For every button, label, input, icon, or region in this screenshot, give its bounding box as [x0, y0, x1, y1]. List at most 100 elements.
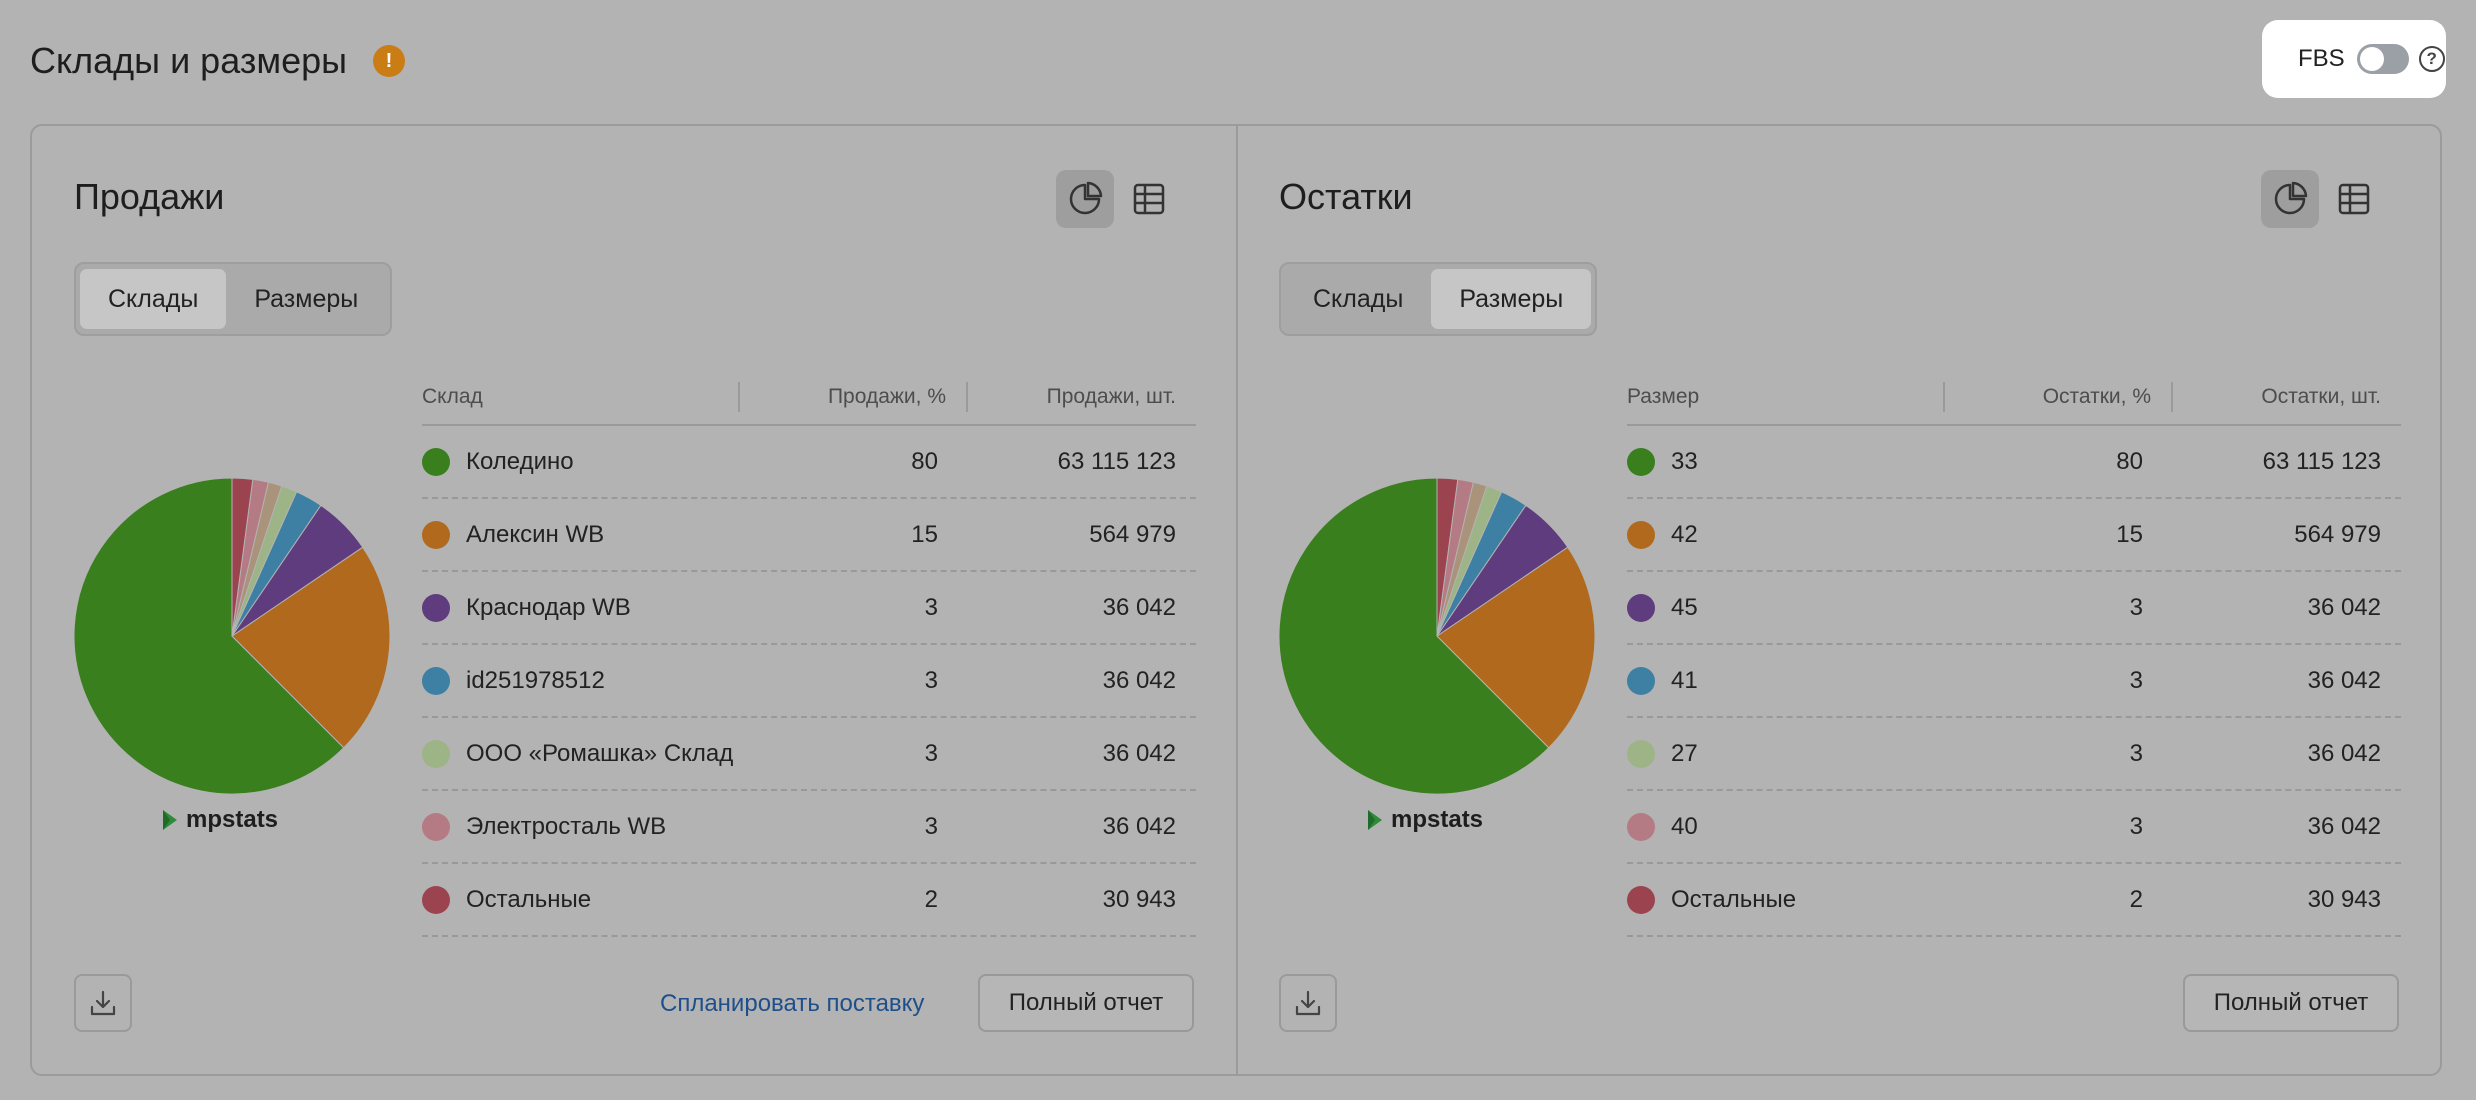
warehouses-sizes-card: Продажи Склады Размеры mp [30, 124, 2442, 1076]
table-row[interactable]: ООО «Ромашка» Склад 3 36 042 [422, 718, 1196, 791]
row-quantity: 564 979 [1089, 520, 1176, 548]
legend-dot [1627, 885, 1655, 914]
pie-slice-orange[interactable] [231, 546, 390, 749]
row-name-cell: 41 [1627, 666, 1945, 695]
row-name: Алексин WB [466, 520, 605, 548]
pie-chart-icon [1069, 181, 1103, 215]
help-icon[interactable]: ? [2418, 46, 2445, 72]
sales-tab-warehouses[interactable]: Склады [80, 269, 227, 329]
pie-slice-red[interactable] [1436, 478, 1459, 637]
sales-segment-control: Склады Размеры [74, 262, 393, 336]
table-header: Размер Остатки, % Остатки, шт. [1627, 370, 2401, 426]
legend-dot [1627, 812, 1655, 841]
plan-supply-link[interactable]: Спланировать поставку [660, 990, 925, 1017]
column-header[interactable]: Продажи, % [740, 382, 968, 412]
full-report-button[interactable]: Полный отчет [978, 974, 1194, 1032]
row-name-cell: 40 [1627, 812, 1945, 841]
sales-panel: Продажи Склады Размеры mp [32, 126, 1236, 1074]
table-row[interactable]: 27 3 36 042 [1627, 718, 2401, 791]
row-quantity: 30 943 [2307, 885, 2381, 913]
table-row[interactable]: Алексин WB 15 564 979 [422, 499, 1196, 572]
legend-dot [1627, 739, 1655, 768]
fbs-toggle[interactable] [2356, 44, 2409, 74]
download-button[interactable] [74, 974, 132, 1032]
stock-table: Размер Остатки, % Остатки, шт. 3 3 80 63 11… [1627, 370, 2401, 937]
stock-tab-sizes[interactable]: Размеры [1431, 269, 1592, 329]
row-name-cell: 45 [1627, 593, 1945, 622]
full-report-button[interactable]: Полный отчет [2183, 974, 2399, 1032]
column-header[interactable]: Остатки, шт. [2261, 385, 2381, 408]
table-row[interactable]: id251978512 3 36 042 [422, 645, 1196, 718]
pie-view-button[interactable] [1056, 170, 1114, 228]
legend-dot [1627, 666, 1655, 695]
row-percent: 3 [2129, 739, 2143, 767]
legend-dot [422, 666, 450, 695]
download-button[interactable] [1279, 974, 1337, 1032]
table-header: Склад Продажи, % Продажи, шт. [422, 370, 1196, 426]
fbs-toggle-box: FBS ? [2262, 20, 2446, 98]
row-percent: 3 [2129, 812, 2143, 840]
row-quantity: 36 042 [1102, 812, 1176, 840]
row-name: 45 [1671, 593, 1698, 621]
page-title-text: Склады и размеры [30, 40, 347, 81]
table-row[interactable]: 40 3 36 042 [1627, 791, 2401, 864]
table-row[interactable]: Краснодар WB 3 36 042 [422, 572, 1196, 645]
row-name-cell: Электросталь WB [422, 812, 740, 841]
row-percent: 3 [924, 812, 938, 840]
download-icon [1295, 990, 1321, 1016]
legend-dot [422, 593, 450, 622]
mpstats-logo: mpstats [1365, 806, 1483, 834]
pie-view-button[interactable] [2261, 170, 2319, 228]
table-row[interactable]: Коледино 80 63 115 123 [422, 426, 1196, 499]
row-name: Остальные [466, 885, 592, 913]
table-row[interactable]: 33 80 63 115 123 [1627, 426, 2401, 499]
row-name-cell: Коледино [422, 447, 740, 476]
row-quantity: 63 115 123 [2262, 447, 2381, 475]
sales-tab-sizes[interactable]: Размеры [254, 284, 359, 313]
table-view-button[interactable] [2325, 170, 2383, 228]
sales-rows: Коледино 80 63 115 123 Алексин WB 15 564 979 К… [422, 426, 1196, 937]
table-row[interactable]: 42 15 564 979 [1627, 499, 2401, 572]
row-percent: 3 [924, 739, 938, 767]
row-percent: 80 [911, 447, 938, 475]
table-row[interactable]: Электросталь WB 3 36 042 [422, 791, 1196, 864]
table-row[interactable]: 41 3 36 042 [1627, 645, 2401, 718]
warning-icon[interactable]: ! [373, 45, 405, 77]
pie-slice-green[interactable] [74, 478, 345, 794]
pie-slice-orange[interactable] [1436, 546, 1595, 749]
row-quantity: 36 042 [2307, 739, 2381, 767]
row-name: Электросталь WB [466, 812, 667, 840]
row-name: 27 [1671, 739, 1698, 767]
row-name-cell: Алексин WB [422, 520, 740, 549]
download-icon [90, 990, 116, 1016]
column-header[interactable]: Продажи, шт. [1046, 385, 1176, 408]
row-quantity: 30 943 [1102, 885, 1176, 913]
legend-dot [422, 447, 450, 476]
column-header[interactable]: Размер [1627, 382, 1945, 412]
row-quantity: 564 979 [2294, 520, 2381, 548]
column-header[interactable]: Остатки, % [1945, 382, 2173, 412]
stock-segment-control: Склады Размеры [1279, 262, 1598, 336]
legend-dot [422, 812, 450, 841]
table-view-button[interactable] [1120, 170, 1178, 228]
row-name-cell: 42 [1627, 520, 1945, 549]
table-row[interactable]: Остальные 2 30 943 [422, 864, 1196, 937]
row-percent: 3 [2129, 593, 2143, 621]
stock-rows: 3 3 80 63 115 123 42 15 564 979 45 3 36 042 41 3 36 … [1627, 426, 2401, 937]
row-name-cell: 27 [1627, 739, 1945, 768]
row-name: ООО «Ромашка» Склад [466, 739, 734, 767]
stock-panel: Остатки Склады Размеры mp [1237, 126, 2441, 1074]
table-row[interactable]: 45 3 36 042 [1627, 572, 2401, 645]
row-quantity: 36 042 [1102, 739, 1176, 767]
stock-tab-warehouses[interactable]: Склады [1313, 284, 1404, 313]
table-row[interactable]: Остальные 2 30 943 [1627, 864, 2401, 937]
column-header[interactable]: Склад [422, 382, 740, 412]
sales-title: Продажи [74, 176, 225, 217]
row-quantity: 36 042 [1102, 593, 1176, 621]
pie-slice-green[interactable] [1279, 478, 1550, 794]
row-percent: 80 [2116, 447, 2143, 475]
pie-slice-red[interactable] [231, 478, 254, 637]
fbs-label: FBS [2298, 45, 2345, 72]
mpstats-logo-icon [1368, 810, 1382, 830]
row-percent: 2 [2129, 885, 2143, 913]
